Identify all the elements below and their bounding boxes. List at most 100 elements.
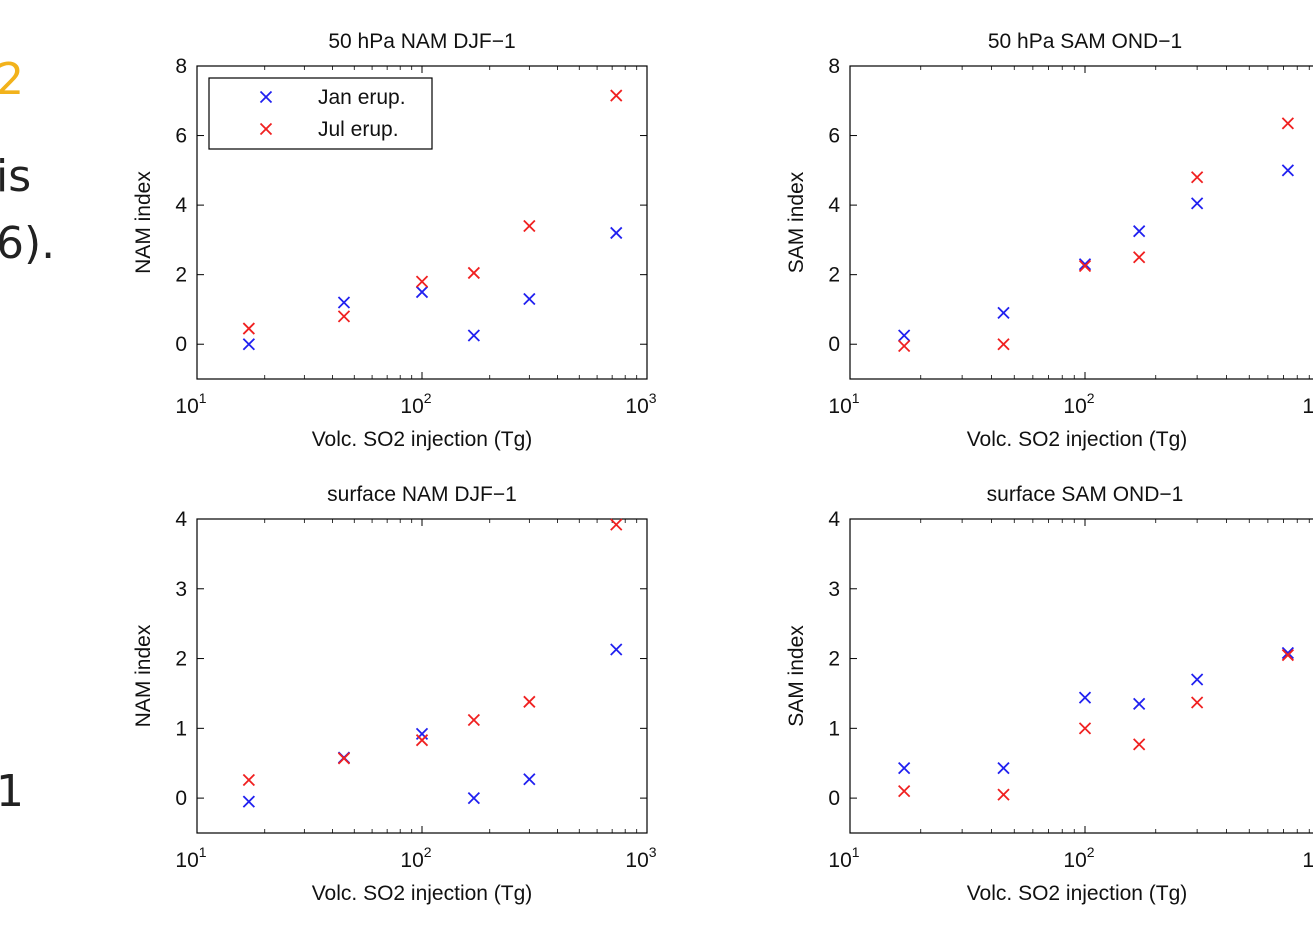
data-point: [1133, 225, 1146, 238]
data-point: [467, 266, 480, 280]
data-point: [242, 773, 255, 787]
data-point: [898, 761, 911, 775]
y-axis-label: NAM index: [132, 171, 155, 274]
legend: Jan erup. Jul erup.: [208, 77, 433, 150]
chart-title: 50 hPa NAM DJF−1: [328, 30, 515, 53]
series-jan-erup: [242, 643, 623, 808]
data-point: [523, 773, 536, 786]
x-tick-label: 101: [175, 390, 206, 418]
data-point: [337, 296, 351, 309]
y-tick-label: 2: [175, 264, 187, 287]
plot-frame: [849, 65, 1313, 380]
data-point: [523, 219, 536, 233]
y-tick-label: 3: [175, 578, 187, 601]
x-axis-label: Volc. SO2 injection (Tg): [312, 428, 533, 451]
data-point: [1281, 117, 1295, 130]
data-point: [610, 89, 623, 102]
x-tick-label: 101: [828, 844, 859, 872]
series-jan-erup: [242, 226, 623, 351]
data-point: [467, 713, 480, 727]
data-point: [898, 339, 911, 353]
data-point: [337, 310, 351, 323]
data-point: [997, 338, 1010, 351]
x-tick-label: 103: [625, 390, 656, 418]
x-axis-label: Volc. SO2 injection (Tg): [967, 882, 1188, 905]
data-point: [242, 322, 255, 335]
data-point: [467, 791, 480, 805]
x-tick-label: 10: [1302, 849, 1313, 872]
slide-text-fragment-link[interactable]: 2: [0, 54, 24, 105]
y-tick-label: 1: [828, 717, 840, 740]
chart-panel-1: 50 hPa NAM DJF−1 101 102 103 0 2 4 6 8 Volc. SO2 …: [132, 30, 657, 451]
data-point: [610, 518, 623, 531]
series-jul-erup: [898, 117, 1295, 353]
y-axis-label: SAM index: [785, 171, 808, 273]
data-point: [467, 329, 480, 342]
data-point: [415, 727, 429, 741]
data-point: [997, 761, 1010, 775]
data-point: [1078, 691, 1092, 704]
legend-entry: Jul erup.: [318, 118, 399, 141]
chart-panel-3: surface NAM DJF−1 101 102 103 0 1 2 3 4 Volc. SO2…: [132, 483, 657, 905]
y-tick-label: 6: [828, 125, 840, 148]
data-point: [1133, 697, 1146, 711]
legend-marker: [259, 90, 273, 104]
y-tick-label: 0: [175, 787, 187, 810]
data-point: [1281, 646, 1295, 660]
x-axis-label: Volc. SO2 injection (Tg): [312, 882, 533, 905]
y-tick-label: 2: [828, 264, 840, 287]
plot-frame: [849, 518, 1313, 834]
x-axis-label: Volc. SO2 injection (Tg): [967, 428, 1188, 451]
chart-title: surface SAM OND−1: [987, 483, 1184, 506]
y-tick-label: 4: [175, 194, 187, 217]
data-point: [1190, 696, 1204, 709]
slide-text-fragment: is: [0, 151, 32, 202]
series-jan-erup: [898, 164, 1295, 342]
x-tick-label: 102: [400, 844, 431, 872]
data-point: [242, 338, 255, 351]
data-point: [610, 643, 623, 656]
x-tick-label: 101: [175, 844, 206, 872]
y-tick-label: 8: [175, 55, 187, 78]
legend-marker: [259, 122, 273, 136]
data-point: [1281, 648, 1295, 662]
x-tick-label: 10: [1302, 395, 1313, 418]
series-jul-erup: [898, 648, 1295, 801]
y-tick-label: 0: [828, 333, 840, 356]
chart-panel-4: surface SAM OND−1 101 102 10 0 1 2 3 4 Volc. SO2 …: [785, 483, 1313, 905]
data-point: [1078, 258, 1092, 271]
data-point: [1190, 171, 1204, 184]
y-tick-label: 2: [175, 648, 187, 671]
data-point: [1078, 259, 1092, 273]
y-tick-label: 8: [828, 55, 840, 78]
y-tick-label: 3: [828, 578, 840, 601]
plot-frame: [196, 518, 648, 834]
legend-box: [208, 77, 433, 150]
data-point: [415, 275, 429, 288]
y-tick-label: 4: [828, 194, 840, 217]
data-point: [415, 734, 429, 747]
y-tick-label: 0: [828, 787, 840, 810]
y-tick-label: 4: [175, 508, 187, 531]
data-point: [523, 292, 536, 306]
data-point: [610, 226, 623, 240]
series-jul-erup: [242, 89, 623, 335]
data-point: [523, 695, 536, 708]
data-point: [898, 784, 911, 798]
chart-title: 50 hPa SAM OND−1: [988, 30, 1182, 53]
x-tick-label: 101: [828, 390, 859, 418]
data-point: [1133, 738, 1146, 751]
x-tick-label: 102: [400, 390, 431, 418]
slide-text-fragment: 6).: [0, 218, 56, 269]
data-point: [1190, 673, 1204, 686]
data-point: [242, 795, 255, 808]
y-tick-label: 2: [828, 648, 840, 671]
data-point: [1281, 164, 1295, 177]
data-point: [415, 285, 429, 299]
data-point: [898, 329, 911, 342]
data-point: [997, 788, 1010, 801]
data-point: [1078, 722, 1092, 735]
x-tick-label: 103: [625, 844, 656, 872]
